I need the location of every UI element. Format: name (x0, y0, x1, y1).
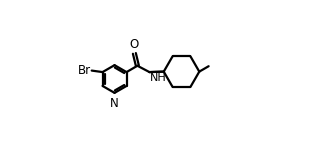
Text: NH: NH (150, 73, 167, 83)
Text: O: O (130, 38, 139, 51)
Text: N: N (110, 97, 119, 110)
Text: Br: Br (78, 64, 91, 77)
